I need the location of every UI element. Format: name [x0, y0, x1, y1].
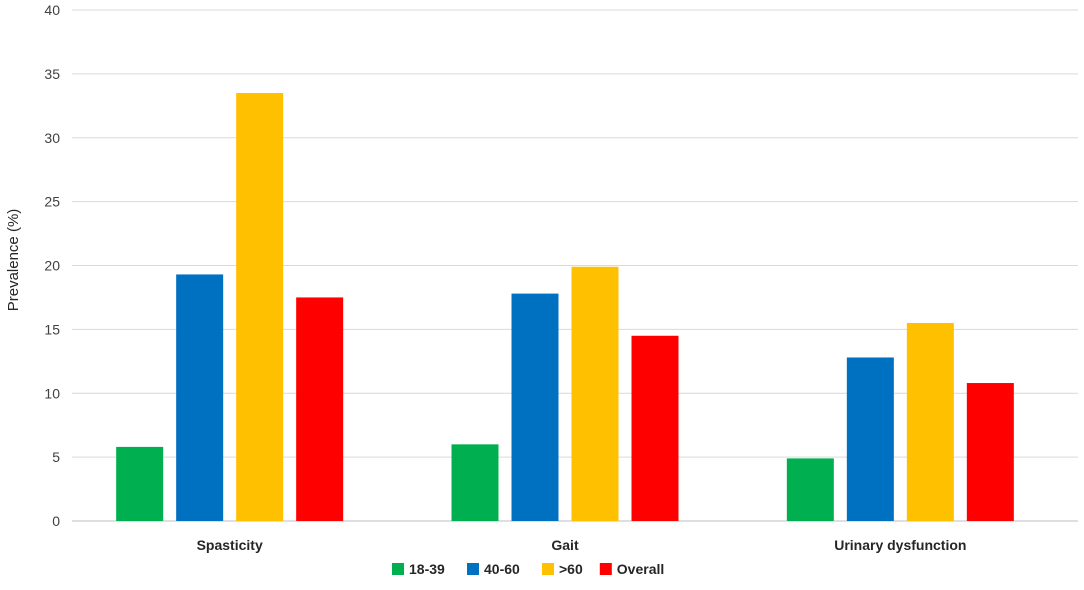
- legend-swatch: [392, 563, 404, 575]
- legend-label: 40-60: [484, 561, 520, 577]
- y-tick-label: 10: [44, 385, 60, 401]
- bar-urinary-dysfunction-60: [906, 322, 954, 521]
- bar-spasticity-60: [236, 93, 284, 521]
- y-tick-label: 20: [44, 258, 60, 274]
- legend-label: 18-39: [409, 561, 445, 577]
- y-tick-label: 25: [44, 194, 60, 210]
- bar-urinary-dysfunction-4060: [846, 357, 894, 521]
- legend-swatch: [542, 563, 554, 575]
- x-axis-categories: Spasticity Gait Urinary dysfunction: [197, 537, 967, 553]
- y-axis-title: Prevalence (%): [5, 209, 22, 312]
- bar-spasticity-1839: [116, 446, 164, 521]
- y-tick-label: 15: [44, 321, 60, 337]
- y-tick-label: 30: [44, 130, 60, 146]
- y-tick-label: 5: [52, 449, 60, 465]
- x-category-label: Spasticity: [197, 537, 263, 553]
- y-tick-label: 0: [52, 513, 60, 529]
- legend-swatch: [599, 563, 612, 575]
- y-tick-label: 40: [44, 2, 60, 18]
- y-axis-ticks: 0 5 10 15 20 25 30 35 40: [44, 2, 60, 529]
- y-tick-label: 35: [44, 66, 60, 82]
- bar-gait-1839: [451, 444, 499, 521]
- bar-gait-4060: [511, 293, 559, 521]
- bars: [116, 93, 1014, 521]
- bar-urinary-dysfunction-1839: [786, 458, 834, 521]
- bar-spasticity-4060: [176, 274, 224, 521]
- bar-gait-60: [571, 266, 619, 521]
- bar-spasticity-overall: [296, 297, 344, 521]
- legend: 18-39 40-60 >60 Overall: [392, 561, 664, 577]
- legend-label: Overall: [617, 561, 664, 577]
- x-category-label: Urinary dysfunction: [834, 537, 966, 553]
- legend-swatch: [467, 563, 479, 575]
- x-category-label: Gait: [551, 537, 579, 553]
- bar-urinary-dysfunction-overall: [966, 383, 1014, 521]
- legend-label: >60: [559, 561, 583, 577]
- bar-gait-overall: [631, 335, 679, 521]
